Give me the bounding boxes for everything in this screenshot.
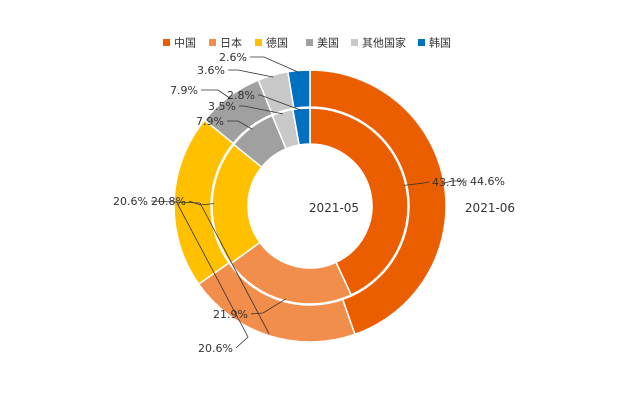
outer-series-name: 2021-06 [465, 201, 515, 215]
inner-data-label: 21.9% [213, 308, 248, 321]
data-labels: 43.1% 21.9% 20.8% 7.9% 3.5%2.8% 44.6% 20.6% 20.… [113, 51, 505, 355]
outer-data-label: 44.6% [470, 175, 505, 188]
legend-label: 美国 [317, 37, 339, 50]
legend-swatch [418, 39, 425, 46]
legend-swatch [351, 39, 358, 46]
outer-data-label: 7.9% [170, 84, 198, 97]
legend-label: 中国 [174, 37, 196, 50]
legend-label: 日本 [220, 36, 242, 50]
outer-leader-line [175, 200, 249, 349]
outer-leader-line [201, 89, 231, 99]
outer-data-label: 20.6% [113, 195, 148, 208]
inner-data-label: 3.5% [208, 100, 236, 113]
inner-ring [211, 107, 409, 305]
legend-label: 其他国家 [362, 36, 406, 50]
inner-leader-line [239, 105, 284, 115]
inner-leader-line [403, 181, 430, 186]
inner-slice-0 [309, 107, 409, 296]
inner-series-name: 2021-05 [309, 201, 359, 215]
outer-ring [173, 69, 447, 343]
outer-data-label: 20.6% [198, 342, 233, 355]
legend-swatch [306, 39, 313, 46]
inner-leader-line [227, 120, 253, 130]
inner-leader-line [250, 298, 287, 315]
outer-leader-line [150, 200, 270, 334]
inner-data-label: 2.8% [227, 89, 255, 102]
legend-swatch [209, 39, 216, 46]
legend-swatch [255, 39, 262, 46]
inner-leader-line [258, 94, 302, 111]
legend-label: 德国 [266, 36, 288, 50]
legend-label: 韩国 [429, 36, 451, 50]
outer-data-label: 3.6% [197, 64, 225, 77]
outer-leader-line [250, 56, 300, 73]
inner-data-label: 20.8% [151, 195, 186, 208]
outer-leader-line [228, 69, 274, 78]
outer-leader-line [442, 180, 467, 184]
inner-data-label: 7.9% [196, 115, 224, 128]
legend-swatch [163, 39, 170, 46]
outer-slice-0 [309, 69, 447, 336]
legend: 中国 日本 德国 美国 其他国家 韩国 [163, 36, 451, 50]
leader-lines [150, 56, 467, 349]
outer-data-label: 2.6% [219, 51, 247, 64]
inner-data-label: 43.1% [432, 176, 467, 189]
inner-slice-5 [291, 107, 311, 146]
